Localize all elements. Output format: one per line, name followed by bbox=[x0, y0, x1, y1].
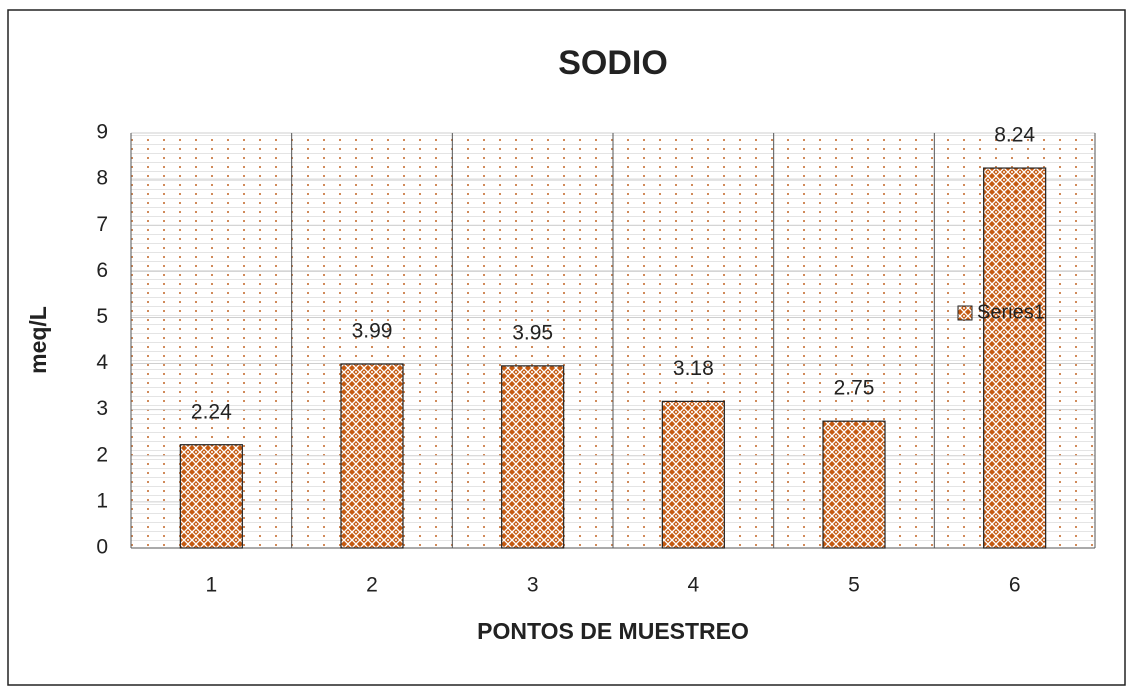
data-label: 2.75 bbox=[834, 377, 875, 400]
data-label: 2.24 bbox=[191, 400, 232, 423]
bar bbox=[501, 365, 565, 549]
y-tick-label: 7 bbox=[96, 213, 108, 236]
y-tick-label: 0 bbox=[96, 536, 108, 559]
bar bbox=[822, 420, 886, 549]
x-axis-label: PONTOS DE MUESTREO bbox=[477, 618, 749, 644]
y-tick-label: 1 bbox=[96, 489, 108, 512]
x-tick-label: 2 bbox=[366, 574, 378, 597]
data-label: 3.95 bbox=[512, 321, 553, 344]
legend-label: Series1 bbox=[977, 301, 1045, 323]
y-tick-label: 8 bbox=[96, 167, 108, 190]
x-tick-label: 1 bbox=[205, 574, 217, 597]
y-tick-label: 9 bbox=[96, 121, 108, 144]
chart-title: SODIO bbox=[558, 44, 668, 82]
y-axis-label: meq/L bbox=[25, 306, 51, 374]
x-tick-label: 5 bbox=[848, 574, 860, 597]
y-tick-label: 3 bbox=[96, 397, 108, 420]
bar bbox=[340, 363, 404, 549]
bar bbox=[661, 400, 725, 549]
data-label: 3.18 bbox=[673, 357, 714, 380]
data-label: 8.24 bbox=[994, 124, 1035, 147]
y-tick-label: 5 bbox=[96, 305, 108, 328]
y-tick-label: 2 bbox=[96, 443, 108, 466]
y-tick-label: 6 bbox=[96, 259, 108, 282]
bar bbox=[983, 167, 1047, 549]
x-tick-label: 4 bbox=[687, 574, 699, 597]
x-tick-label: 3 bbox=[527, 574, 539, 597]
y-tick-label: 4 bbox=[96, 351, 108, 374]
bar bbox=[179, 444, 243, 549]
data-label: 3.99 bbox=[352, 320, 393, 343]
x-tick-label: 6 bbox=[1009, 574, 1021, 597]
legend-swatch bbox=[957, 305, 973, 321]
